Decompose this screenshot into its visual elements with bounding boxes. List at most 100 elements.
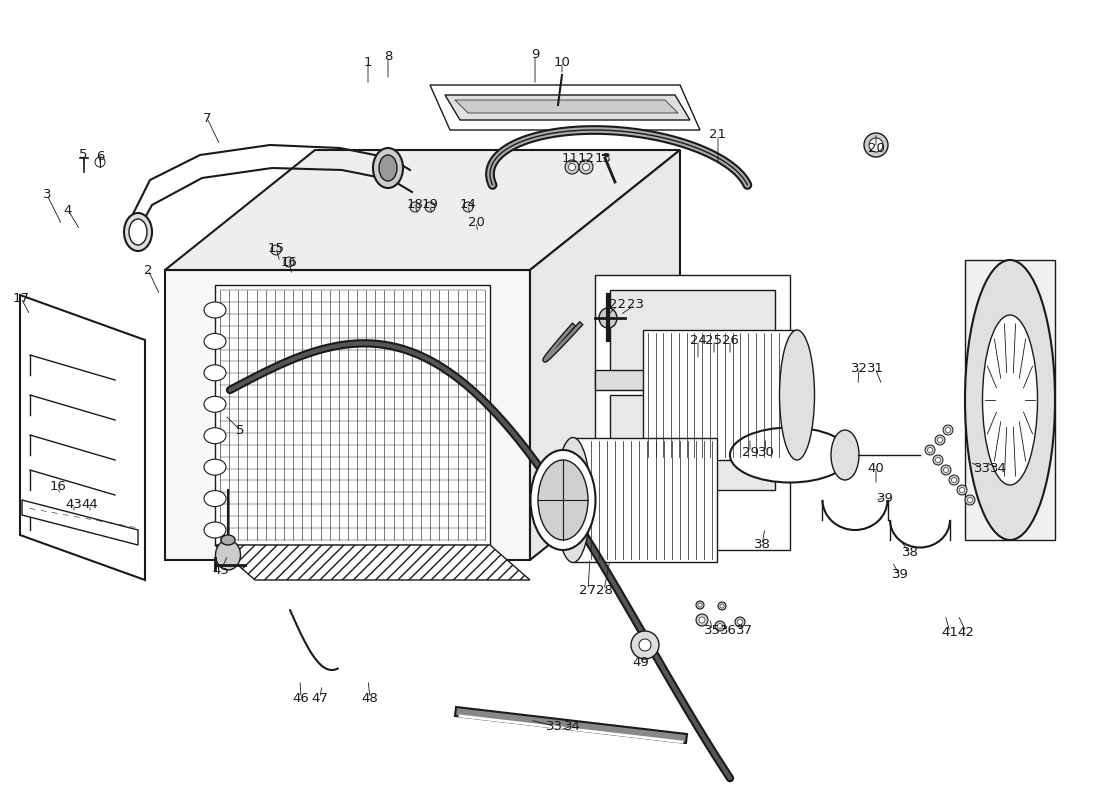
Ellipse shape (556, 438, 591, 562)
Circle shape (720, 604, 724, 608)
Circle shape (925, 445, 935, 455)
Circle shape (957, 485, 967, 495)
Circle shape (935, 458, 940, 462)
Polygon shape (165, 270, 530, 560)
Text: 18: 18 (407, 198, 424, 211)
Circle shape (579, 160, 593, 174)
Text: 17: 17 (12, 291, 30, 305)
Ellipse shape (965, 260, 1055, 540)
Circle shape (940, 465, 952, 475)
Circle shape (696, 601, 704, 609)
Ellipse shape (124, 213, 152, 251)
Text: 28: 28 (595, 583, 613, 597)
Text: 38: 38 (902, 546, 918, 559)
Ellipse shape (538, 460, 588, 540)
Ellipse shape (830, 430, 859, 480)
Text: 24: 24 (690, 334, 706, 346)
Text: 11: 11 (561, 151, 579, 165)
Text: 20: 20 (468, 215, 484, 229)
Text: 27: 27 (580, 583, 596, 597)
Text: 3: 3 (43, 189, 52, 202)
Text: 38: 38 (754, 538, 770, 551)
Text: 21: 21 (710, 129, 726, 142)
Circle shape (864, 133, 888, 157)
Text: 35: 35 (704, 623, 720, 637)
Polygon shape (530, 150, 680, 560)
Text: 37: 37 (736, 623, 752, 637)
Polygon shape (455, 100, 678, 113)
Text: 2: 2 (144, 263, 152, 277)
Text: 49: 49 (632, 657, 649, 670)
Circle shape (698, 603, 702, 607)
Circle shape (927, 447, 933, 453)
Circle shape (715, 621, 725, 631)
Circle shape (271, 245, 281, 255)
Text: 34: 34 (563, 719, 581, 733)
Text: 23: 23 (627, 298, 644, 311)
Circle shape (698, 617, 705, 623)
Polygon shape (610, 290, 775, 380)
Ellipse shape (379, 155, 397, 181)
Circle shape (696, 614, 708, 626)
Ellipse shape (204, 302, 226, 318)
Ellipse shape (204, 396, 226, 412)
Text: 42: 42 (958, 626, 975, 638)
Circle shape (583, 163, 590, 170)
Circle shape (959, 487, 965, 493)
Circle shape (952, 478, 957, 482)
Polygon shape (214, 545, 530, 580)
Text: 19: 19 (421, 198, 439, 211)
Text: 12: 12 (578, 151, 594, 165)
Ellipse shape (530, 450, 595, 550)
Circle shape (631, 631, 659, 659)
Polygon shape (446, 95, 690, 120)
Circle shape (935, 435, 945, 445)
Polygon shape (573, 438, 717, 562)
Text: 20: 20 (868, 142, 884, 154)
Circle shape (639, 639, 651, 651)
Circle shape (425, 202, 435, 212)
Polygon shape (165, 150, 680, 270)
Ellipse shape (373, 148, 403, 188)
Text: 43: 43 (66, 498, 82, 511)
Circle shape (869, 138, 883, 152)
Text: 1: 1 (364, 55, 372, 69)
Polygon shape (214, 285, 490, 545)
Ellipse shape (204, 522, 226, 538)
Text: 31: 31 (867, 362, 883, 374)
Circle shape (717, 623, 723, 629)
Circle shape (944, 467, 948, 473)
Text: 16: 16 (50, 481, 66, 494)
Text: 46: 46 (293, 691, 309, 705)
Text: 33: 33 (974, 462, 990, 474)
Ellipse shape (204, 365, 226, 381)
Text: 41: 41 (942, 626, 958, 638)
Text: 13: 13 (594, 151, 612, 165)
Polygon shape (644, 330, 798, 460)
Text: 10: 10 (553, 55, 571, 69)
Text: 48: 48 (362, 691, 378, 705)
Circle shape (943, 425, 953, 435)
Text: 14: 14 (460, 198, 476, 211)
Circle shape (565, 160, 579, 174)
Circle shape (737, 619, 742, 625)
Circle shape (933, 455, 943, 465)
Ellipse shape (730, 427, 850, 482)
Circle shape (284, 257, 294, 267)
Circle shape (968, 498, 972, 502)
Text: 16: 16 (280, 255, 297, 269)
Circle shape (463, 202, 473, 212)
Text: 26: 26 (722, 334, 738, 346)
Text: 32: 32 (850, 362, 868, 374)
Ellipse shape (780, 330, 814, 460)
Text: 47: 47 (311, 691, 329, 705)
Text: 5: 5 (79, 149, 87, 162)
Circle shape (949, 475, 959, 485)
Ellipse shape (204, 490, 226, 506)
Circle shape (569, 163, 575, 170)
Ellipse shape (982, 315, 1037, 485)
Text: 22: 22 (609, 298, 627, 311)
Circle shape (95, 157, 104, 167)
Text: 45: 45 (212, 563, 230, 577)
Circle shape (718, 602, 726, 610)
